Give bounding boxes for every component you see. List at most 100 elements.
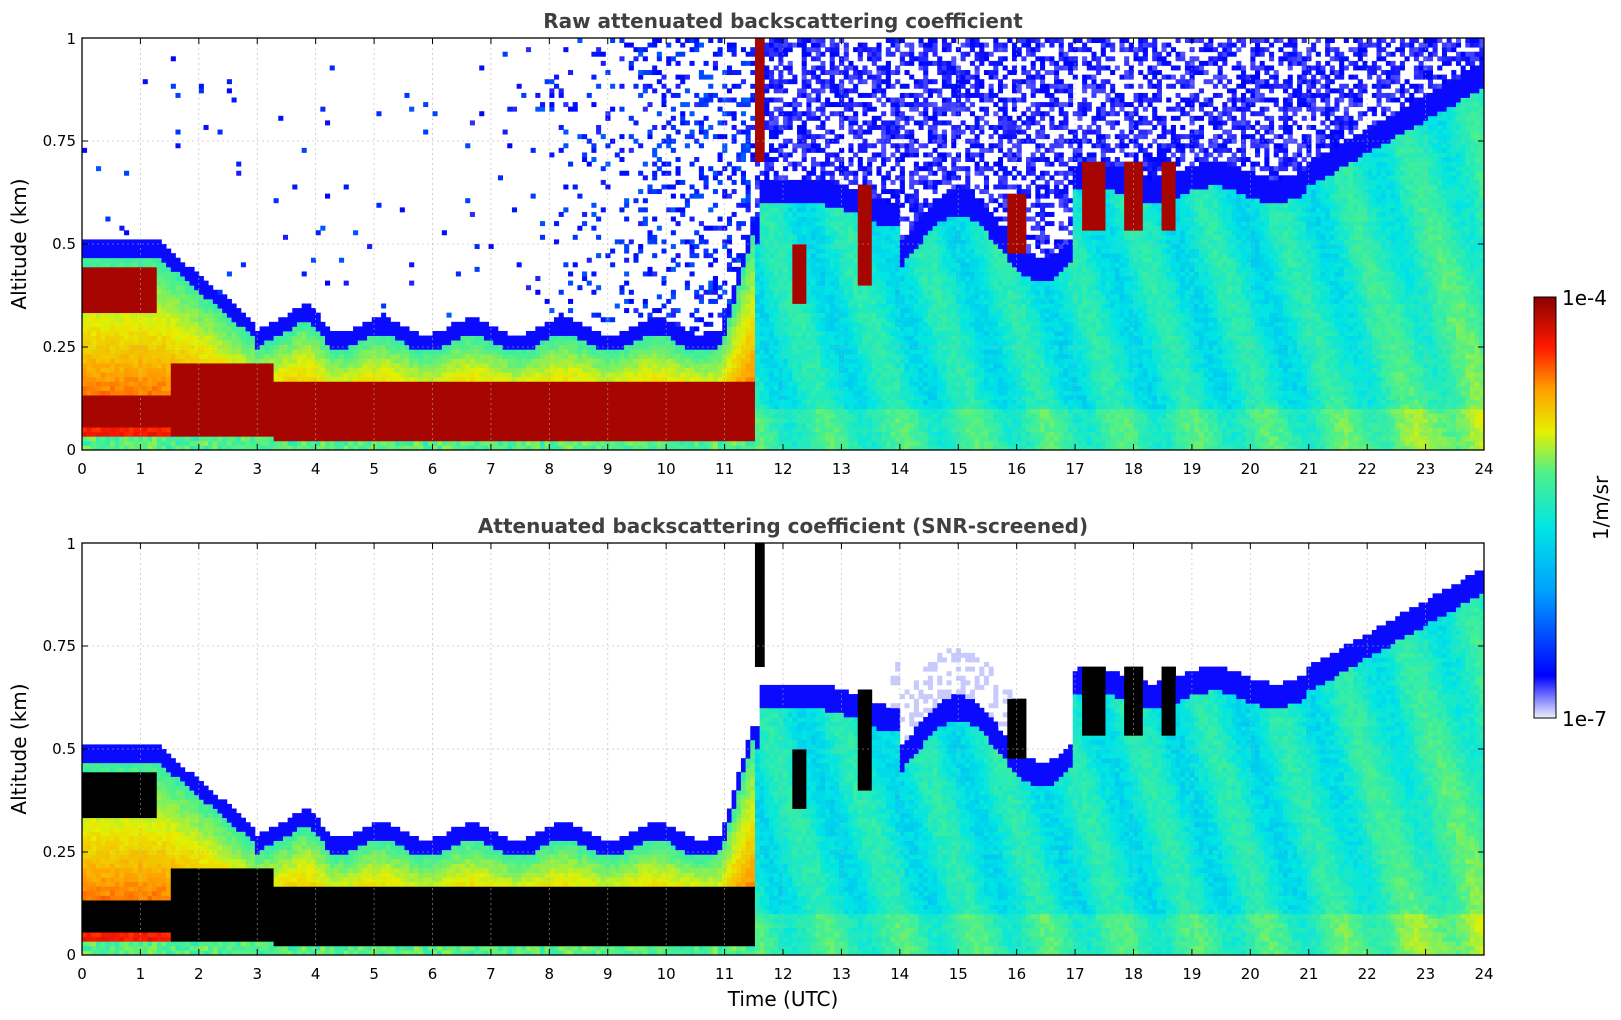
- heatmap-cell: [91, 303, 97, 309]
- heatmap-cell: [119, 445, 125, 450]
- heatmap-cell: [325, 335, 331, 341]
- heatmap-cell: [624, 376, 630, 382]
- heatmap-cell: [568, 390, 574, 396]
- heatmap-cell: [399, 330, 405, 336]
- heatmap-cell: [731, 340, 737, 346]
- heatmap-cell: [670, 289, 676, 295]
- heatmap-cell: [119, 363, 125, 368]
- heatmap-cell: [124, 280, 130, 286]
- heatmap-cell: [670, 326, 676, 332]
- heatmap-cell: [521, 390, 527, 396]
- heatmap-cell: [722, 289, 728, 295]
- heatmap-cell: [170, 358, 176, 364]
- heatmap-cell: [455, 271, 461, 277]
- heatmap-cell: [502, 330, 508, 336]
- heatmap-cell: [441, 385, 447, 391]
- heatmap-cell: [638, 372, 644, 378]
- heatmap-cell: [591, 390, 597, 396]
- heatmap-cell: [455, 335, 461, 341]
- heatmap-cell: [717, 445, 723, 450]
- heatmap-cell: [455, 340, 461, 346]
- heatmap-cell: [596, 312, 602, 318]
- heatmap-cell: [198, 427, 204, 433]
- heatmap-cell: [175, 262, 181, 268]
- heatmap-cell: [114, 276, 120, 282]
- heatmap-cell: [731, 326, 737, 332]
- heatmap-cell: [395, 427, 401, 433]
- heatmap-cell: [133, 317, 139, 323]
- heatmap-cell: [554, 317, 560, 323]
- heatmap-cell: [128, 431, 134, 437]
- heatmap-cell: [175, 294, 181, 300]
- heatmap-cell: [329, 390, 335, 396]
- heatmap-cell: [549, 395, 555, 401]
- heatmap-cell: [184, 367, 190, 373]
- heatmap-cell: [170, 289, 176, 295]
- heatmap-cell: [554, 221, 560, 227]
- heatmap-cell: [483, 340, 489, 346]
- heatmap-cell: [156, 330, 162, 336]
- heatmap-cell: [582, 326, 588, 332]
- heatmap-cell: [600, 385, 606, 391]
- heatmap-cell: [670, 372, 676, 378]
- heatmap-cell: [124, 335, 130, 341]
- heatmap-cell: [91, 298, 97, 304]
- heatmap-cell: [240, 399, 246, 405]
- heatmap-cell: [647, 184, 653, 190]
- heatmap-cell: [362, 404, 368, 410]
- heatmap-cell: [591, 399, 597, 405]
- heatmap-cell: [465, 353, 471, 359]
- heatmap-cell: [105, 349, 111, 355]
- heatmap-cell: [212, 367, 218, 373]
- heatmap-cell: [105, 294, 111, 300]
- heatmap-cell: [740, 440, 747, 446]
- heatmap-cell: [96, 335, 102, 341]
- heatmap-cell: [399, 385, 405, 391]
- heatmap-cell: [483, 321, 489, 327]
- heatmap-cell: [647, 427, 653, 433]
- heatmap-cell: [525, 440, 532, 446]
- heatmap-cell: [413, 399, 419, 405]
- heatmap-cell: [278, 404, 284, 410]
- heatmap-cell: [226, 395, 232, 401]
- heatmap-cell: [502, 445, 508, 450]
- heatmap-cell: [320, 395, 326, 401]
- heatmap-cell: [652, 381, 658, 387]
- heatmap-cell: [189, 298, 195, 304]
- heatmap-cell: [502, 335, 508, 341]
- heatmap-cell: [133, 358, 139, 364]
- heatmap-cell: [315, 376, 321, 382]
- heatmap-cell: [619, 147, 625, 153]
- heatmap-cell: [638, 367, 644, 373]
- heatmap-cell: [203, 417, 209, 423]
- heatmap-cell: [142, 367, 148, 373]
- heatmap-cell: [539, 399, 546, 405]
- heatmap-cell: [390, 326, 396, 332]
- heatmap-cell: [647, 399, 653, 405]
- heatmap-cell: [642, 445, 648, 450]
- heatmap-cell: [301, 353, 307, 359]
- heatmap-cell: [124, 399, 130, 405]
- heatmap-cell: [385, 431, 391, 437]
- heatmap-cell: [268, 363, 274, 368]
- heatmap-cell: [180, 367, 186, 373]
- heatmap-cell: [357, 344, 363, 350]
- heatmap-cell: [198, 417, 204, 423]
- heatmap-cell: [147, 358, 153, 364]
- heatmap-cell: [572, 367, 578, 373]
- heatmap-cell: [226, 79, 232, 85]
- heatmap-cell: [689, 390, 695, 396]
- heatmap-cell: [166, 381, 172, 387]
- heatmap-cell: [119, 436, 125, 442]
- heatmap-cell: [152, 349, 158, 355]
- heatmap-cell: [413, 427, 419, 433]
- heatmap-cell: [554, 385, 560, 391]
- heatmap-cell: [624, 445, 630, 450]
- heatmap-cell: [156, 312, 162, 318]
- heatmap-cell: [586, 422, 592, 428]
- heatmap-cell: [703, 184, 709, 190]
- heatmap-cell: [684, 395, 690, 401]
- heatmap-cell: [91, 413, 97, 419]
- heatmap-cell: [100, 372, 106, 378]
- heatmap-cell: [619, 445, 625, 450]
